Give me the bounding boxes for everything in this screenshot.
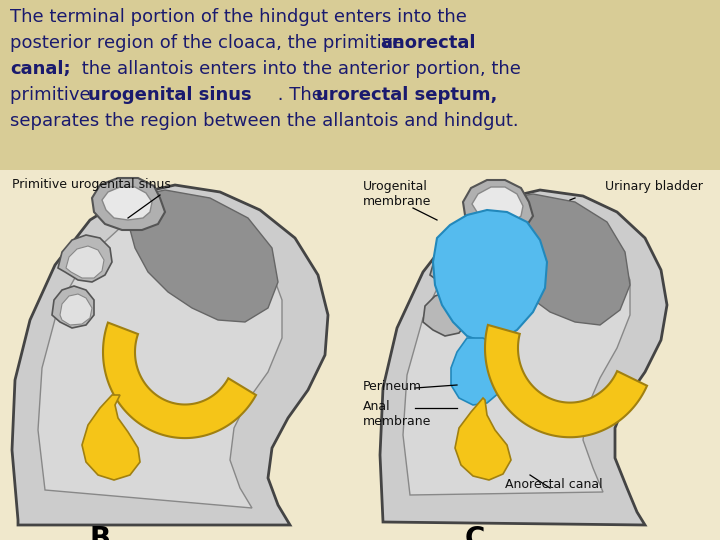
Text: separates the region between the allantois and hindgut.: separates the region between the allanto… — [10, 112, 518, 130]
Text: canal;: canal; — [10, 60, 71, 78]
Text: Primitive urogenital sinus: Primitive urogenital sinus — [12, 178, 171, 191]
Polygon shape — [60, 294, 92, 325]
Polygon shape — [66, 246, 104, 278]
Text: . The: . The — [272, 86, 328, 104]
Text: urogenital sinus: urogenital sinus — [88, 86, 251, 104]
Polygon shape — [12, 185, 328, 525]
Text: C: C — [465, 525, 485, 540]
Bar — [0, 0, 720, 170]
Text: posterior region of the cloaca, the primitive: posterior region of the cloaca, the prim… — [10, 34, 409, 52]
Text: Perineum: Perineum — [363, 380, 422, 393]
Text: Anal
membrane: Anal membrane — [363, 400, 431, 428]
Text: urorectal septum,: urorectal septum, — [316, 86, 498, 104]
Polygon shape — [423, 292, 467, 336]
Polygon shape — [463, 180, 533, 235]
Polygon shape — [58, 235, 112, 282]
Polygon shape — [433, 210, 547, 342]
Text: Urogenital
membrane: Urogenital membrane — [363, 180, 431, 208]
Polygon shape — [52, 286, 94, 328]
Text: Urinary bladder: Urinary bladder — [605, 180, 703, 193]
Polygon shape — [118, 190, 278, 322]
Polygon shape — [403, 210, 630, 495]
Polygon shape — [430, 240, 485, 290]
Polygon shape — [82, 395, 140, 480]
Polygon shape — [380, 190, 667, 525]
Polygon shape — [485, 325, 647, 437]
Text: B: B — [89, 525, 111, 540]
Polygon shape — [451, 338, 507, 405]
Text: anorectal: anorectal — [380, 34, 475, 52]
Polygon shape — [487, 194, 630, 325]
Polygon shape — [38, 212, 282, 508]
Polygon shape — [102, 187, 152, 220]
Text: primitive: primitive — [10, 86, 96, 104]
Polygon shape — [472, 187, 523, 224]
Polygon shape — [92, 178, 165, 230]
Text: Anorectal canal: Anorectal canal — [505, 478, 603, 491]
Polygon shape — [455, 398, 511, 480]
Polygon shape — [103, 322, 256, 438]
Text: the allantois enters into the anterior portion, the: the allantois enters into the anterior p… — [76, 60, 521, 78]
Text: The terminal portion of the hindgut enters into the: The terminal portion of the hindgut ente… — [10, 8, 467, 26]
